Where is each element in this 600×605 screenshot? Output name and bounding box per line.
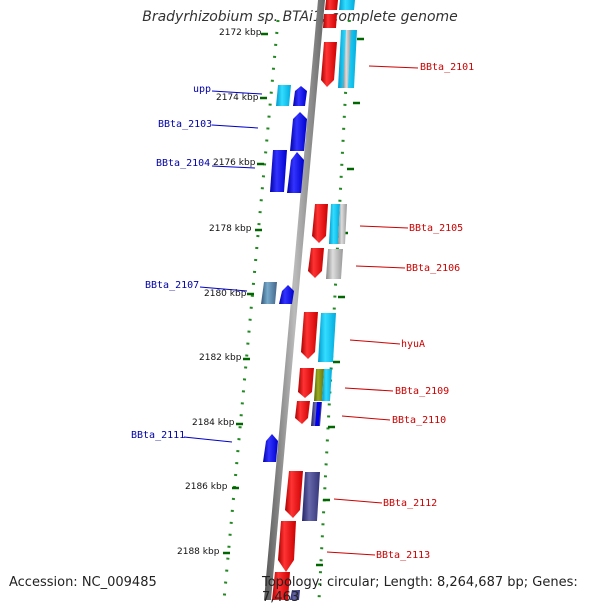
gene-bbta2110-c[interactable] xyxy=(315,402,321,426)
gene-label-bbta2110[interactable]: BBta_2110 xyxy=(392,415,447,426)
tick-label: 2174 kbp xyxy=(216,93,259,103)
tick-label: 2184 kbp xyxy=(192,418,235,428)
right-gene-features xyxy=(272,0,357,600)
left-scale-rail xyxy=(222,19,280,600)
gene-label-bbta2104[interactable]: BBta_2104 xyxy=(156,158,211,169)
gene-bbta2104-a[interactable] xyxy=(270,150,287,192)
gene-upp-arrow[interactable] xyxy=(293,86,307,106)
gene-upp-box[interactable] xyxy=(276,85,291,106)
gene-bbta2113-c[interactable] xyxy=(290,590,300,600)
gene-label-bbta2103[interactable]: BBta_2103 xyxy=(158,119,213,130)
gene-bbta2110-a[interactable] xyxy=(295,401,310,424)
tick-label: 2186 kbp xyxy=(185,482,228,492)
gene-bbta2109-b[interactable] xyxy=(314,369,324,401)
genome-backbone xyxy=(264,0,325,600)
gene-hyua-a[interactable] xyxy=(301,312,318,359)
left-leader-lines xyxy=(183,90,263,443)
gene-bbta2101-f[interactable] xyxy=(343,30,351,88)
gene-label-bbta2105[interactable]: BBta_2105 xyxy=(409,223,464,234)
gene-bbta2109-a[interactable] xyxy=(298,368,314,398)
gene-label-bbta2107[interactable]: BBta_2107 xyxy=(145,280,200,291)
gene-bbta2101-d[interactable] xyxy=(321,42,337,87)
gene-label-upp[interactable]: upp xyxy=(193,84,212,95)
gene-bbta2105-a[interactable] xyxy=(312,204,328,243)
gene-bbta2113-b[interactable] xyxy=(272,572,290,600)
gene-label-bbta2113[interactable]: BBta_2113 xyxy=(376,550,431,561)
map-title: Bradyrhizobium sp. BTAi1, complete genom… xyxy=(142,9,458,25)
gene-label-bbta2111[interactable]: BBta_2111 xyxy=(131,430,186,441)
right-scale-rail xyxy=(317,7,352,600)
gene-label-bbta2109[interactable]: BBta_2109 xyxy=(395,386,450,397)
tick-marks xyxy=(223,32,364,567)
topology-label: Topology: circular; Length: 8,264,687 bp… xyxy=(262,575,578,605)
gene-bbta2109-c[interactable] xyxy=(322,369,332,401)
gene-bbta2107-box[interactable] xyxy=(261,282,277,304)
gene-bbta2112-a[interactable] xyxy=(285,471,303,518)
gene-bbta2104-b[interactable] xyxy=(287,152,304,193)
gene-bbta2105-c[interactable] xyxy=(338,204,347,244)
tick-label: 2178 kbp xyxy=(209,224,252,234)
gene-label-bbta2106[interactable]: BBta_2106 xyxy=(406,263,461,274)
gene-label-bbta2112[interactable]: BBta_2112 xyxy=(383,498,438,509)
gene-bbta2103-arrow[interactable] xyxy=(290,112,307,151)
gene-bbta2113-a[interactable] xyxy=(278,521,296,572)
gene-bbta2101-a[interactable] xyxy=(325,0,338,10)
gene-bbta2101-c[interactable] xyxy=(323,14,337,28)
gene-bbta2106-b[interactable] xyxy=(326,249,343,279)
tick-label: 2180 kbp xyxy=(204,289,247,299)
gene-bbta2101-b[interactable] xyxy=(339,0,355,10)
gene-bbta2107-arrow[interactable] xyxy=(279,285,294,304)
tick-label: 2172 kbp xyxy=(219,28,262,38)
gene-bbta2112-b[interactable] xyxy=(302,472,320,521)
tick-label: 2182 kbp xyxy=(199,353,242,363)
gene-label-bbta2101[interactable]: BBta_2101 xyxy=(420,62,475,73)
gene-bbta2106-a[interactable] xyxy=(308,248,324,278)
tick-label: 2188 kbp xyxy=(177,547,220,557)
gene-label-hyua[interactable]: hyuA xyxy=(401,339,426,350)
tick-label: 2176 kbp xyxy=(213,158,256,168)
accession-label: Accession: NC_009485 xyxy=(9,575,157,590)
gene-bbta2111-arrow[interactable] xyxy=(263,434,278,462)
gene-hyua-b[interactable] xyxy=(318,313,336,362)
left-gene-features xyxy=(261,85,307,462)
gene-bbta2105-b[interactable] xyxy=(329,204,340,244)
right-leader-lines xyxy=(326,65,419,556)
